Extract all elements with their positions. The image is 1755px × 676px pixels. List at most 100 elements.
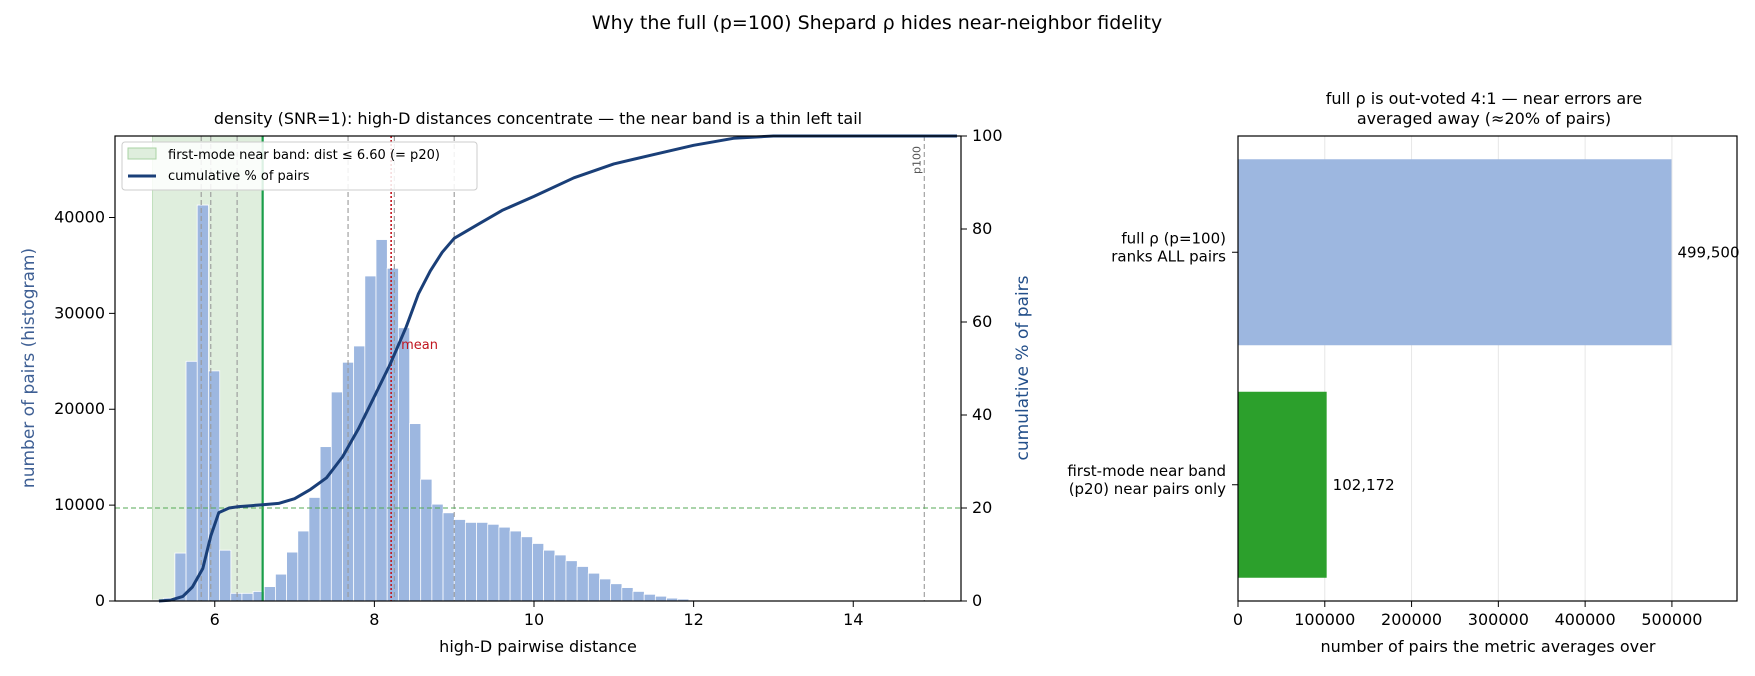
pair-count-value-label: 499,500 — [1677, 243, 1739, 261]
histogram-bar — [353, 345, 366, 602]
y-right-tick-label: 80 — [972, 219, 992, 238]
histogram-bar — [654, 595, 668, 602]
pair-count-x-axis: 0 100000 200000 300000 400000 500000 — [1233, 601, 1702, 629]
cumulative-curve — [158, 134, 957, 603]
histogram-bar — [386, 267, 399, 602]
y-right-tick-label: 0 — [972, 591, 982, 610]
legend-label-cumulative: cumulative % of pairs — [168, 169, 310, 184]
x-tick-label: 300000 — [1468, 610, 1529, 629]
y-tick-label: 30000 — [54, 303, 105, 322]
histogram-bar — [219, 549, 232, 602]
x-tick-label: 200000 — [1381, 610, 1442, 629]
x-tick-label: 6 — [210, 610, 220, 629]
histogram-bar — [621, 587, 634, 602]
histogram-bar — [263, 586, 276, 602]
histogram-bar — [442, 512, 455, 602]
histogram-bar — [643, 593, 656, 602]
y-tick-label: 0 — [95, 591, 105, 610]
histogram-bar — [308, 497, 321, 602]
pair-count-value-label: 102,172 — [1333, 476, 1395, 494]
histogram-bar — [554, 554, 567, 602]
histogram-bar — [487, 523, 500, 602]
histogram-bar — [286, 551, 299, 602]
x-tick-label: 0 — [1233, 610, 1243, 629]
y-right-tick-label: 40 — [972, 405, 992, 424]
x-tick-label: 400000 — [1555, 610, 1616, 629]
left-y-axis: 0 10000 20000 30000 40000 — [54, 207, 115, 610]
histogram-bar — [207, 370, 221, 602]
y-category-label: ranks ALL pairs — [1111, 247, 1226, 265]
reference-lines — [115, 136, 961, 601]
histogram-bar — [275, 573, 288, 602]
x-tick-label: 100000 — [1294, 610, 1355, 629]
y-right-tick-label: 60 — [972, 312, 992, 331]
histogram-bar — [409, 423, 422, 602]
histogram-bar — [364, 275, 377, 602]
pair-count-chart: full ρ is out-voted 4:1 — near errors ar… — [1067, 89, 1739, 656]
x-tick-label: 500000 — [1641, 610, 1702, 629]
figure-suptitle: Why the full (p=100) Shepard ρ hides nea… — [592, 12, 1162, 34]
histogram-bar — [532, 543, 545, 602]
density-chart-title: density (SNR=1): high-D distances concen… — [214, 109, 862, 128]
histogram-bar — [185, 360, 198, 602]
histogram-bar — [610, 583, 623, 602]
density-legend: first-mode near band: dist ≤ 6.60 (= p20… — [121, 141, 478, 191]
histogram-bar — [431, 503, 444, 602]
histogram-bar — [453, 519, 466, 602]
histogram-bar — [230, 592, 243, 602]
legend-swatch-near-band — [127, 147, 157, 160]
histogram-bar — [576, 566, 589, 602]
density-y-axis-label: number of pairs (histogram) — [19, 248, 39, 488]
y-right-tick-label: 100 — [972, 126, 1003, 145]
y-category-label: (p20) near pairs only — [1069, 480, 1226, 498]
x-tick-label: 14 — [843, 610, 863, 629]
histogram-bar — [420, 478, 433, 602]
histogram-bar — [543, 549, 556, 602]
histogram-bar — [565, 560, 578, 602]
pair-count-bar — [1238, 159, 1672, 346]
x-tick-label: 8 — [369, 610, 379, 629]
pair-count-title-line-1: full ρ is out-voted 4:1 — near errors ar… — [1326, 89, 1642, 108]
mean-label: mean — [401, 338, 438, 353]
histogram-bar — [330, 391, 344, 602]
histogram-bar — [498, 526, 511, 602]
pair-count-x-axis-label: number of pairs the metric averages over — [1321, 637, 1656, 656]
y-right-tick-label: 20 — [972, 498, 992, 517]
histogram-bar — [509, 530, 522, 602]
pair-count-bar — [1238, 391, 1327, 578]
density-y-axis-right-label: cumulative % of pairs — [1013, 275, 1033, 460]
pair-count-bars: 499,500 102,172 — [1238, 159, 1740, 578]
x-tick-label: 12 — [683, 610, 703, 629]
x-tick-label: 10 — [524, 610, 544, 629]
pair-count-title-line-2: averaged away (≈20% of pairs) — [1357, 109, 1611, 128]
pair-count-y-axis: full ρ (p=100)ranks ALL pairs first-mode … — [1067, 229, 1238, 498]
histogram-bar — [319, 446, 332, 602]
histogram-bar — [587, 572, 601, 602]
histogram-bar — [599, 578, 612, 602]
pair-count-plot-frame — [1237, 135, 1738, 602]
y-tick-label: 20000 — [54, 399, 105, 418]
histogram-bar — [520, 536, 533, 602]
p100-label: p100 — [910, 146, 923, 174]
y-tick-label: 40000 — [54, 207, 105, 226]
density-x-axis: 6 8 10 12 14 — [210, 601, 863, 629]
histogram-bar — [397, 327, 411, 602]
density-plot-frame — [114, 135, 962, 602]
histogram-bar — [297, 530, 310, 602]
density-chart: density (SNR=1): high-D distances concen… — [19, 109, 1033, 656]
cumulative-curve-group — [158, 134, 957, 603]
legend-frame — [121, 141, 478, 191]
y-tick-label: 10000 — [54, 495, 105, 514]
y-category-label: full ρ (p=100) — [1121, 229, 1226, 247]
histogram-bar — [196, 204, 209, 602]
right-y-axis: 0 20 40 60 80 100 — [961, 126, 1003, 610]
density-x-axis-label: high-D pairwise distance — [439, 637, 637, 656]
histogram-bar — [476, 521, 489, 602]
histogram-bar — [241, 592, 254, 602]
y-category-label: first-mode near band — [1067, 462, 1226, 480]
histogram-bar — [632, 591, 645, 602]
histogram-bar — [464, 521, 478, 602]
legend-label-near-band: first-mode near band: dist ≤ 6.60 (= p20… — [168, 148, 440, 163]
histogram-bar — [375, 239, 388, 602]
